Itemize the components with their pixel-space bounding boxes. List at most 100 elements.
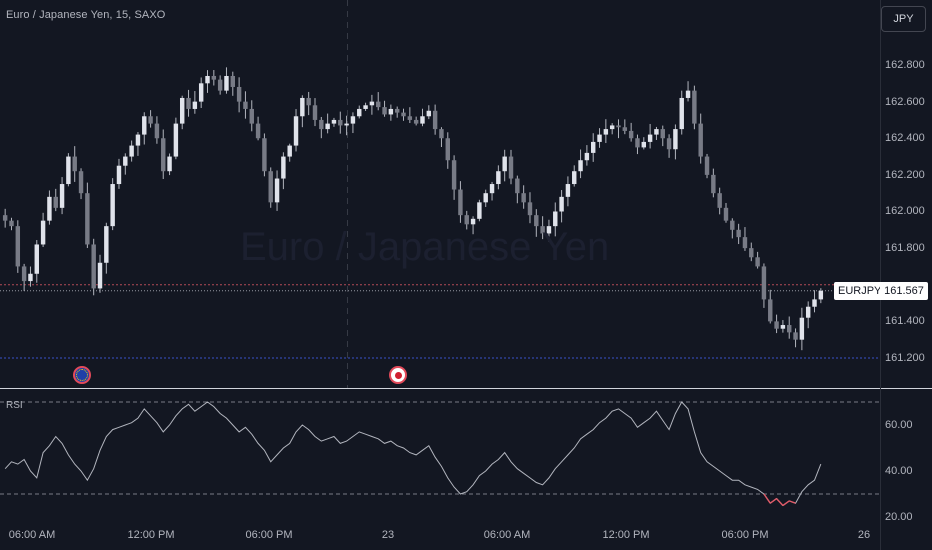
candle-body [325, 123, 330, 130]
candle-body [761, 266, 767, 300]
candle-body [186, 97, 191, 109]
candle-body [609, 125, 615, 130]
candle-body [192, 101, 198, 109]
time-axis-label: 26 [857, 529, 871, 541]
candle-body [439, 129, 444, 139]
candle-body [224, 75, 229, 91]
candle-body [679, 97, 684, 130]
candle-body [34, 244, 39, 274]
candle-body [515, 178, 520, 194]
candle-body [129, 145, 134, 157]
time-axis-label: 06:00 AM [8, 529, 56, 541]
price-axis-label: 162.000 [885, 205, 925, 217]
candle-body [458, 189, 463, 216]
currency-button[interactable]: JPY [881, 6, 926, 32]
rsi-title: RSI [6, 400, 23, 411]
candle-body [47, 196, 52, 221]
candle-body [673, 129, 678, 150]
candle-body [312, 105, 318, 120]
candle-body [142, 116, 147, 135]
time-axis-label: 12:00 PM [602, 529, 650, 541]
rsi-axis-label: 40.00 [885, 465, 913, 477]
price-reference-lines [0, 284, 880, 359]
candle-body [179, 97, 185, 124]
candlestick-series [2, 67, 824, 351]
jp-event-icon[interactable] [389, 366, 407, 384]
candle-body [85, 193, 90, 245]
candle-body [338, 119, 343, 126]
candle-body [641, 141, 647, 148]
candle-body [382, 107, 387, 115]
candle-body [59, 184, 65, 208]
symbol-watermark: Euro / Japanese Yen [240, 225, 610, 269]
candle-body [590, 141, 596, 153]
candle-body [483, 193, 488, 203]
candle-body [489, 184, 495, 194]
candle-body [78, 171, 84, 194]
candle-body [306, 97, 311, 106]
candle-body [717, 193, 722, 208]
candle-body [799, 317, 805, 340]
candle-body [774, 321, 779, 329]
candle-body [281, 156, 286, 179]
candle-body [647, 134, 653, 142]
rsi-axis-label: 60.00 [885, 419, 913, 431]
candle-body [104, 226, 109, 263]
candle-body [635, 138, 640, 148]
candle-body [755, 257, 760, 267]
symbol-description[interactable]: Euro / Japanese Yen, 15, SAXO [6, 9, 166, 21]
candle-body [135, 134, 141, 146]
rsi-oversold-segment [776, 498, 784, 506]
candle-body [331, 119, 337, 124]
last-price-tag: 161.567 [880, 282, 928, 300]
price-axis-label: 161.800 [885, 242, 925, 254]
candle-body [243, 101, 248, 109]
candle-body [451, 160, 457, 190]
rsi-oversold-segment [788, 500, 796, 504]
candle-body [401, 112, 406, 117]
candle-body [749, 248, 754, 258]
candle-body [154, 123, 160, 139]
candle-body [40, 220, 46, 245]
candle-body [730, 220, 735, 230]
candle-body [559, 196, 564, 212]
candle-body [262, 138, 267, 172]
eu-event-icon[interactable] [73, 366, 91, 384]
candle-body [413, 119, 419, 124]
candle-body [711, 174, 716, 194]
candle-body [616, 125, 621, 128]
candle-body [344, 123, 349, 126]
candle-body [666, 138, 672, 150]
candle-body [274, 178, 280, 203]
candle-body [445, 138, 450, 161]
candle-body [394, 108, 400, 113]
candle-body [572, 171, 577, 185]
candle-body [470, 218, 476, 225]
candle-body [300, 97, 305, 117]
symbol-price-tag: EURJPY [834, 282, 886, 300]
candle-body [597, 134, 602, 142]
candle-body [812, 299, 817, 307]
candle-body [91, 244, 96, 289]
candle-body [293, 116, 299, 146]
candle-body [527, 202, 533, 216]
candle-body [268, 171, 273, 203]
candle-body [9, 220, 14, 227]
rsi-oversold-segment [763, 493, 771, 504]
candle-body [780, 325, 786, 329]
candle-body [110, 184, 115, 227]
candle-body [123, 156, 128, 166]
candle-body [698, 123, 703, 157]
candle-body [628, 130, 634, 139]
candle-body [15, 226, 21, 267]
candle-body [319, 119, 324, 130]
candle-body [287, 145, 292, 157]
candle-body [660, 129, 665, 139]
candle-body [546, 226, 552, 234]
time-axis-label: 06:00 PM [721, 529, 769, 541]
candle-body [654, 129, 659, 135]
candle-body [376, 101, 381, 108]
price-axis-label: 162.400 [885, 132, 925, 144]
candle-body [407, 116, 413, 120]
